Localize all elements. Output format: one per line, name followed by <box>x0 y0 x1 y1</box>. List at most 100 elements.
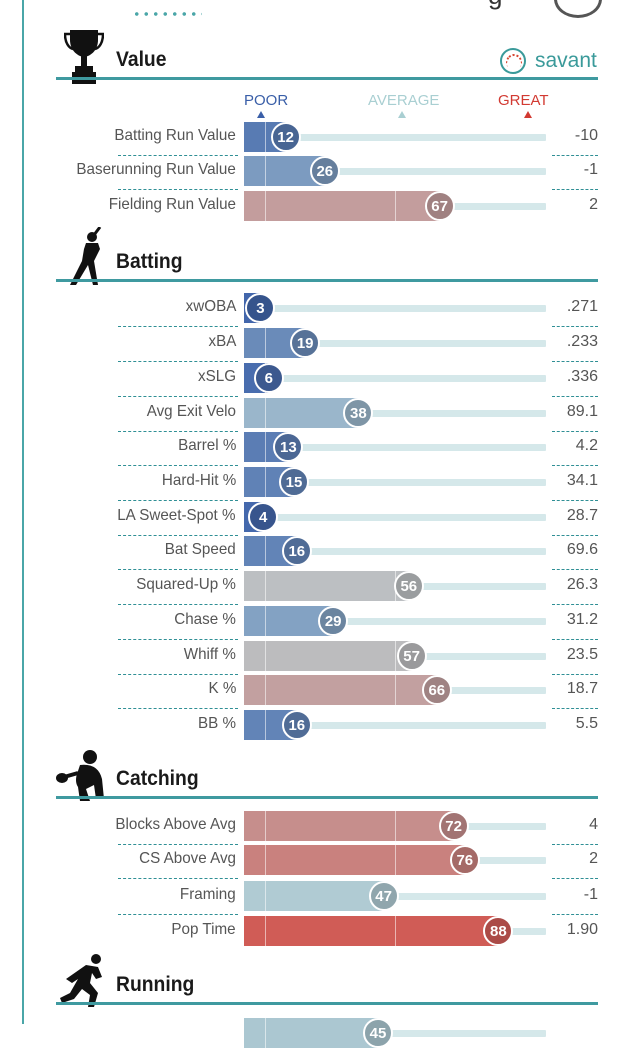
catcher-icon <box>56 749 108 808</box>
percentile-badge[interactable]: 67 <box>424 191 455 221</box>
value-divider <box>552 189 598 190</box>
value-divider <box>552 604 598 605</box>
value-divider <box>552 639 598 640</box>
metric-track <box>244 444 546 451</box>
batter-icon <box>64 226 110 292</box>
percentile-bar <box>244 916 499 946</box>
metric-value: 4 <box>589 816 598 833</box>
bar-marker-poor <box>265 641 267 671</box>
percentile-badge[interactable]: 12 <box>270 122 301 152</box>
metric-value: 5.5 <box>575 715 598 732</box>
percentile-badge[interactable]: 16 <box>281 710 312 740</box>
percentile-badge[interactable]: 72 <box>438 811 469 841</box>
value-divider <box>552 878 598 879</box>
percentile-badge[interactable]: 76 <box>449 845 480 875</box>
percentile-bar <box>244 845 465 875</box>
percentile-bar <box>244 881 384 911</box>
percentile-badge[interactable]: 47 <box>368 881 399 911</box>
percentile-badge[interactable]: 3 <box>245 293 276 323</box>
percentile-badge[interactable]: 57 <box>396 641 427 671</box>
percentile-badge[interactable]: 45 <box>363 1018 393 1048</box>
metric-value: 2 <box>589 196 598 213</box>
metric-divider <box>118 844 238 845</box>
percentile-badge[interactable]: 88 <box>483 916 514 946</box>
bar-marker-average <box>395 916 396 946</box>
metric-divider <box>118 639 238 640</box>
bar-marker-poor <box>265 536 267 566</box>
percentile-badge[interactable]: 19 <box>290 328 321 358</box>
metric-track <box>244 548 546 555</box>
play-button-icon[interactable] <box>554 0 602 18</box>
section-title-batting: Batting <box>116 250 183 273</box>
metric-label: xBA <box>208 333 236 350</box>
percentile-badge[interactable]: 26 <box>309 156 340 186</box>
bar-marker-poor <box>265 571 267 601</box>
metric-label: xSLG <box>197 368 236 385</box>
metric-value: -1 <box>583 886 598 903</box>
value-divider <box>552 431 598 432</box>
scale-great-arrow <box>524 111 532 118</box>
metric-label: BB % <box>197 715 236 732</box>
metric-label: CS Above Avg <box>139 850 236 867</box>
percentile-bar <box>244 675 437 705</box>
metric-track <box>244 722 546 729</box>
value-divider <box>552 361 598 362</box>
metric-track <box>244 514 546 521</box>
bar-marker-poor <box>265 811 267 841</box>
value-divider <box>552 396 598 397</box>
metric-value: 89.1 <box>566 403 598 420</box>
metric-value: 69.6 <box>566 541 598 558</box>
bar-marker-average <box>395 845 396 875</box>
section-divider-catching <box>56 796 598 799</box>
metric-track <box>244 340 546 347</box>
metric-value: 26.3 <box>566 576 598 593</box>
metric-label: K % <box>208 680 236 697</box>
percentile-badge[interactable]: 66 <box>421 675 452 705</box>
metric-divider <box>118 878 238 879</box>
value-divider <box>552 326 598 327</box>
percentile-bar <box>244 398 359 428</box>
bar-marker-average <box>395 641 396 671</box>
metric-value: 2 <box>589 850 598 867</box>
baseball-icon <box>500 48 526 74</box>
savant-logo[interactable]: savant <box>500 46 597 76</box>
percentile-badge[interactable]: 38 <box>343 398 374 428</box>
metric-label: Baserunning Run Value <box>76 161 236 178</box>
metric-divider <box>118 465 238 466</box>
scale-poor-arrow <box>257 111 265 118</box>
percentile-badge[interactable]: 13 <box>273 432 304 462</box>
metric-divider <box>118 500 238 501</box>
metric-track <box>244 618 546 625</box>
metric-divider <box>118 604 238 605</box>
value-divider <box>552 500 598 501</box>
percentile-badge[interactable]: 29 <box>318 606 349 636</box>
metric-label: Barrel % <box>177 437 236 454</box>
metric-divider <box>118 326 238 327</box>
percentile-badge[interactable]: 16 <box>281 536 312 566</box>
metric-divider <box>118 914 238 915</box>
bar-marker-poor <box>265 845 267 875</box>
metric-label: xwOBA <box>185 298 236 315</box>
bar-marker-poor <box>265 881 267 911</box>
section-title-catching: Catching <box>116 767 199 790</box>
metric-value: .271 <box>566 298 598 315</box>
percentile-badge[interactable]: 15 <box>279 467 309 497</box>
percentile-bar <box>244 191 440 221</box>
metric-value: 4.2 <box>575 437 598 454</box>
metric-value: 23.5 <box>566 646 598 663</box>
value-divider <box>552 844 598 845</box>
metric-label: LA Sweet-Spot % <box>117 507 236 524</box>
percentile-badge[interactable]: 56 <box>393 571 424 601</box>
metric-divider <box>118 155 238 156</box>
metric-label: Blocks Above Avg <box>115 816 236 833</box>
metric-track <box>244 479 546 486</box>
carousel-dots[interactable] <box>132 10 202 18</box>
percentile-badge[interactable]: 6 <box>253 363 284 393</box>
percentile-badge[interactable]: 4 <box>248 502 279 532</box>
metric-divider <box>118 396 238 397</box>
value-divider <box>552 465 598 466</box>
metric-track <box>244 305 546 312</box>
metric-label: Bat Speed <box>165 541 236 558</box>
metric-label: Fielding Run Value <box>108 196 236 213</box>
metric-value: -10 <box>574 127 598 144</box>
